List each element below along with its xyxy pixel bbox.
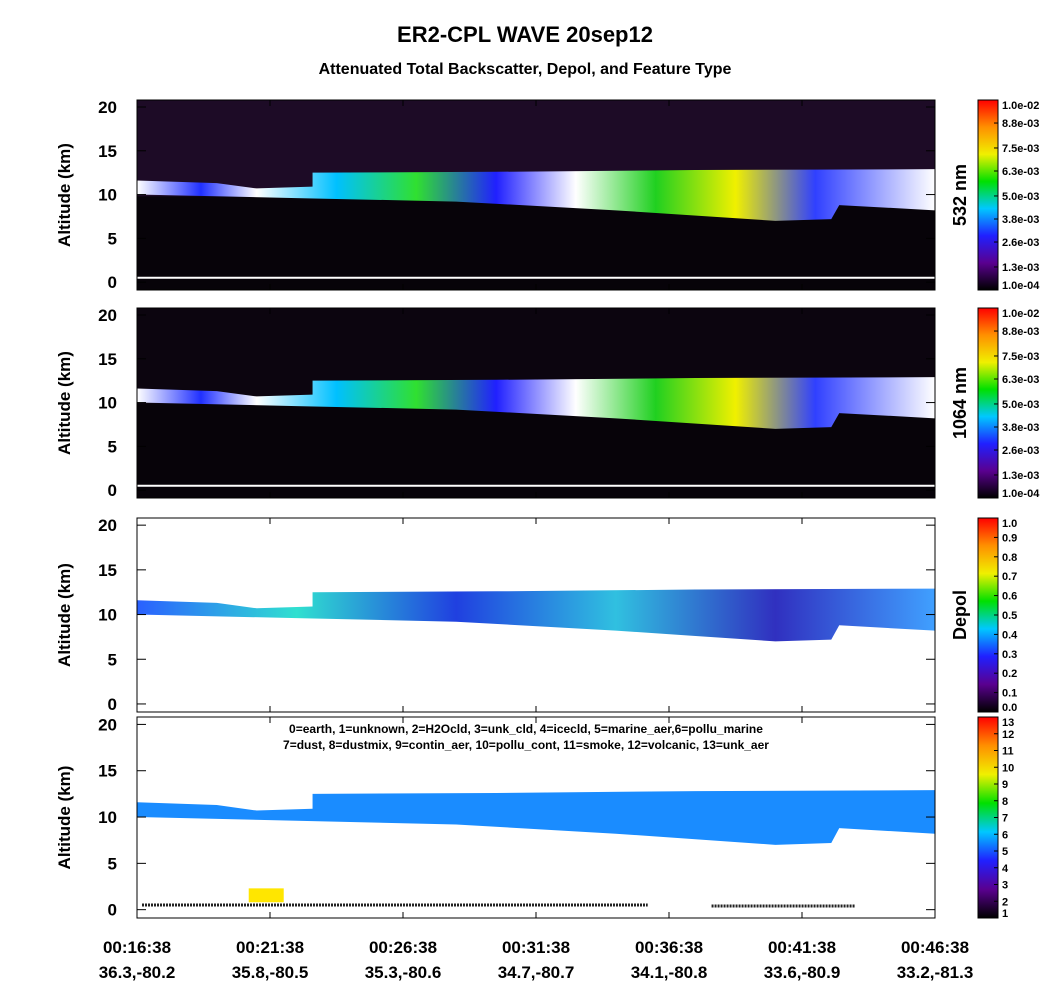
panel: 0 5 10 15 20 Altitude (km) 1.0e-04 1.3e-03 2.6e-…	[55, 98, 1040, 292]
colorbar-tick-label: 0.9	[1002, 532, 1017, 544]
colorbar-tick-label: 3.8e-03	[1002, 422, 1039, 434]
colorbar-tick-label: 3.8e-03	[1002, 214, 1039, 226]
x-tick-label: 00:21:38	[236, 938, 304, 957]
colorbar-tick-label: 7.5e-03	[1002, 351, 1039, 363]
colorbar-tick-label: 8.8e-03	[1002, 118, 1039, 130]
y-tick-label: 5	[108, 854, 117, 873]
colorbar-tick-label: 2.6e-03	[1002, 445, 1039, 457]
y-tick-label: 0	[108, 273, 117, 292]
cloud-layer	[137, 588, 935, 642]
y-tick-label: 10	[98, 808, 117, 827]
colorbar-tick-label: 5.0e-03	[1002, 191, 1039, 203]
title: ER2-CPL WAVE 20sep12	[397, 22, 653, 47]
colorbar-tick-label: 1.0e-04	[1002, 488, 1040, 500]
x-tick-label: 35.8,-80.5	[232, 963, 309, 982]
colorbar-tick-label: 0.2	[1002, 668, 1017, 680]
colorbar-tick-label: 3	[1002, 880, 1008, 892]
colorbar-label: Depol	[950, 590, 970, 640]
colorbar-tick-label: 0.6	[1002, 591, 1017, 603]
y-tick-label: 5	[108, 437, 117, 456]
panel: 0 5 10 15 20 Altitude (km) 0.0 0.1 0.2 0.3 0.4 0.5 0…	[55, 516, 1018, 714]
y-tick-label: 15	[98, 142, 117, 161]
x-tick-label: 36.3,-80.2	[99, 963, 176, 982]
x-tick-label: 00:31:38	[502, 938, 570, 957]
y-tick-label: 15	[98, 762, 117, 781]
y-tick-label: 20	[98, 306, 117, 325]
dust-feature	[248, 888, 284, 903]
colorbar-tick-label: 5.0e-03	[1002, 399, 1039, 411]
colorbar-tick-label: 0.5	[1002, 610, 1017, 622]
colorbar-tick-label: 1	[1002, 908, 1008, 920]
colorbar-tick-label: 5	[1002, 846, 1008, 858]
colorbar-tick-label: 1.0e-02	[1002, 100, 1039, 112]
colorbar-tick-label: 11	[1002, 746, 1014, 758]
x-tick-label: 00:26:38	[369, 938, 437, 957]
colorbar-tick-label: 12	[1002, 729, 1014, 741]
colorbar-tick-label: 0.7	[1002, 571, 1017, 583]
cloud-layer	[137, 169, 935, 221]
colorbar-label: 532 nm	[950, 164, 970, 226]
y-tick-label: 10	[98, 606, 117, 625]
panel: 0=earth, 1=unknown, 2=H2Ocld, 3=unk_cld,…	[55, 715, 1014, 920]
colorbar-tick-label: 0.1	[1002, 688, 1017, 700]
x-tick-label: 34.7,-80.7	[498, 963, 575, 982]
x-tick-label: 00:41:38	[768, 938, 836, 957]
colorbar-tick-label: 0.8	[1002, 552, 1017, 564]
cloud-layer	[137, 790, 935, 845]
x-tick-label: 33.6,-80.9	[764, 963, 841, 982]
colorbar	[977, 307, 999, 499]
colorbar-tick-label: 0.4	[1002, 629, 1018, 641]
colorbar-tick-label: 1.3e-03	[1002, 262, 1039, 274]
y-tick-label: 15	[98, 561, 117, 580]
x-tick-label: 00:16:38	[103, 938, 171, 957]
colorbar-label: 1064 nm	[950, 367, 970, 439]
colorbar-tick-label: 13	[1002, 717, 1014, 729]
colorbar-tick-label: 2	[1002, 896, 1008, 908]
y-tick-label: 0	[108, 695, 117, 714]
y-tick-label: 0	[108, 481, 117, 500]
y-axis-label: Altitude (km)	[55, 766, 74, 870]
colorbar-tick-label: 0.0	[1002, 702, 1017, 714]
y-tick-label: 5	[108, 650, 117, 669]
y-tick-label: 10	[98, 186, 117, 205]
y-axis-label: Altitude (km)	[55, 351, 74, 455]
y-axis-label: Altitude (km)	[55, 563, 74, 667]
colorbar-tick-label: 1.0e-04	[1002, 280, 1040, 292]
y-tick-label: 20	[98, 715, 117, 734]
y-tick-label: 20	[98, 516, 117, 535]
x-tick-label: 00:36:38	[635, 938, 703, 957]
colorbar-tick-label: 1.3e-03	[1002, 470, 1039, 482]
feature-legend: 7=dust, 8=dustmix, 9=contin_aer, 10=poll…	[283, 738, 769, 752]
colorbar-tick-label: 0.3	[1002, 649, 1017, 661]
x-tick-label: 33.2,-81.3	[897, 963, 974, 982]
panel: 0 5 10 15 20 Altitude (km) 1.0e-04 1.3e-03 2.6e-…	[55, 306, 1040, 500]
colorbar-tick-label: 10	[1002, 762, 1014, 774]
y-tick-label: 0	[108, 901, 117, 920]
subtitle: Attenuated Total Backscatter, Depol, and…	[319, 61, 732, 78]
feature-legend: 0=earth, 1=unknown, 2=H2Ocld, 3=unk_cld,…	[289, 722, 763, 736]
x-tick-label: 34.1,-80.8	[631, 963, 708, 982]
colorbar-tick-label: 1.0e-02	[1002, 308, 1039, 320]
colorbar-tick-label: 9	[1002, 779, 1008, 791]
cloud-layer	[137, 377, 935, 429]
x-tick-label: 00:46:38	[901, 938, 969, 957]
y-tick-label: 15	[98, 350, 117, 369]
y-tick-label: 10	[98, 394, 117, 413]
colorbar-tick-label: 8	[1002, 796, 1008, 808]
colorbar-tick-label: 6.3e-03	[1002, 166, 1039, 178]
y-tick-label: 5	[108, 229, 117, 248]
colorbar-tick-label: 8.8e-03	[1002, 326, 1039, 338]
colorbar-tick-label: 4	[1002, 863, 1009, 875]
x-tick-label: 35.3,-80.6	[365, 963, 442, 982]
colorbar	[977, 99, 999, 291]
colorbar-tick-label: 7.5e-03	[1002, 143, 1039, 155]
colorbar-tick-label: 6	[1002, 829, 1008, 841]
colorbar-tick-label: 1.0	[1002, 518, 1017, 530]
y-axis-label: Altitude (km)	[55, 143, 74, 247]
colorbar-tick-label: 6.3e-03	[1002, 374, 1039, 386]
colorbar-tick-label: 2.6e-03	[1002, 237, 1039, 249]
y-tick-label: 20	[98, 98, 117, 117]
colorbar-tick-label: 7	[1002, 813, 1008, 825]
